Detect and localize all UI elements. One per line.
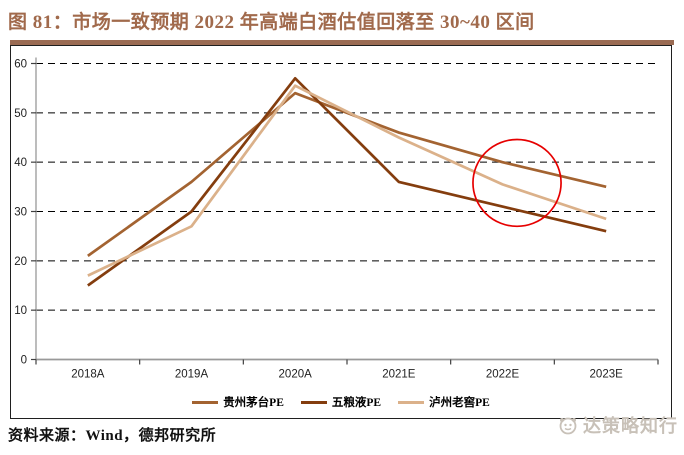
- x-tick-label: 2020A: [279, 369, 313, 381]
- figure-title: 图 81：市场一致预期 2022 年高端白酒估值回落至 30~40 区间: [8, 12, 535, 33]
- y-axis-labels: 0 10 20 30 40 50 60: [14, 59, 27, 367]
- legend-label-1: 五粮液PE: [331, 397, 382, 409]
- gridlines: [36, 63, 658, 311]
- y-tick-label: 0: [21, 355, 27, 367]
- watermark: 达策略知行: [557, 412, 678, 438]
- x-tick-label: 2018A: [71, 369, 105, 381]
- title-underline-rule: [10, 40, 674, 45]
- x-tick-label: 2022E: [486, 369, 520, 381]
- y-tick-label: 10: [14, 305, 27, 317]
- legend-label-0: 贵州茅台PE: [223, 397, 284, 409]
- source-note: 资料来源：Wind，德邦研究所: [8, 428, 217, 444]
- legend-swatch-1: [300, 400, 327, 404]
- axis-ticks: [31, 62, 659, 365]
- y-tick-label: 20: [14, 256, 27, 268]
- y-tick-label: 60: [14, 59, 27, 71]
- chart-container: 0 10 20 30 40 50 60 2018A 2019A 2020A 2021E 2022E 20…: [10, 45, 672, 419]
- y-tick-label: 50: [14, 108, 27, 120]
- highlight-circle-annotation: [472, 138, 562, 228]
- legend-swatch-2: [398, 400, 425, 404]
- x-tick-label: 2023E: [590, 369, 624, 381]
- x-tick-label: 2021E: [382, 369, 416, 381]
- axes: [35, 57, 658, 361]
- series-line-2: [87, 84, 607, 277]
- legend-swatch-0: [192, 400, 219, 404]
- watermark-label: 达策略知行: [583, 416, 678, 436]
- watermark-logo-icon: [559, 417, 577, 435]
- legend-item-2: 泸州老窖PE: [398, 394, 490, 410]
- y-tick-label: 40: [14, 157, 27, 169]
- x-axis-labels: 2018A 2019A 2020A 2021E 2022E 2023E: [71, 369, 623, 381]
- y-tick-label: 30: [14, 207, 27, 219]
- legend-item-1: 五粮液PE: [300, 394, 382, 410]
- legend-item-0: 贵州茅台PE: [192, 394, 284, 410]
- series-line-1: [87, 76, 607, 287]
- x-tick-label: 2019A: [175, 369, 209, 381]
- legend-label-2: 泸州老窖PE: [429, 397, 490, 409]
- chart-legend: 贵州茅台PE 五粮液PE 泸州老窖PE: [11, 394, 671, 410]
